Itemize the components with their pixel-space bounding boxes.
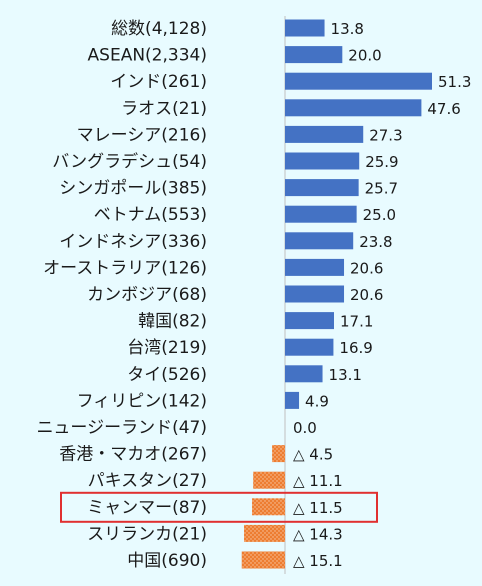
category-label: 中国(690) xyxy=(127,551,207,571)
bar-positive xyxy=(285,152,360,170)
bar-negative xyxy=(272,445,285,463)
bar-positive xyxy=(285,72,432,90)
category-label: マレーシア(216) xyxy=(77,125,207,145)
value-label: △ 15.1 xyxy=(293,552,343,570)
value-label: 0.0 xyxy=(293,419,317,437)
value-label: 4.9 xyxy=(305,392,329,410)
category-label: オーストラリア(126) xyxy=(43,258,207,278)
value-label: 17.1 xyxy=(340,313,373,331)
category-label: バングラデシュ(54) xyxy=(52,151,207,172)
value-label: 51.3 xyxy=(438,73,471,91)
category-label: シンガポール(385) xyxy=(59,179,207,199)
value-label: 27.3 xyxy=(369,126,402,144)
bar-positive xyxy=(285,285,345,303)
value-label: 13.8 xyxy=(331,20,364,38)
category-label: フィリピン(142) xyxy=(77,391,207,411)
bar-negative xyxy=(252,498,285,516)
bar-positive xyxy=(285,46,343,64)
bar-negative xyxy=(241,551,285,569)
value-label: △ 11.1 xyxy=(293,472,343,490)
bar-positive xyxy=(285,179,359,197)
bar-positive xyxy=(285,125,364,143)
bar-negative xyxy=(244,524,285,542)
bar-positive xyxy=(285,99,422,117)
bar-positive xyxy=(285,338,334,356)
value-label: 23.8 xyxy=(359,233,392,251)
category-label: ASEAN(2,334) xyxy=(88,46,207,66)
category-label: 台湾(219) xyxy=(127,338,207,358)
bar-positive xyxy=(285,391,300,409)
bar-negative xyxy=(253,471,285,489)
category-label: インドネシア(336) xyxy=(59,232,207,252)
category-label: タイ(526) xyxy=(127,365,207,385)
value-label: 20.6 xyxy=(350,259,383,277)
value-label: 20.6 xyxy=(350,286,383,304)
value-label: △ 14.3 xyxy=(293,525,343,543)
value-label: 25.9 xyxy=(365,153,398,171)
category-label: インド(261) xyxy=(110,72,207,92)
bar-positive xyxy=(285,232,354,250)
category-label: ラオス(21) xyxy=(121,99,207,119)
category-label: 香港・マカオ(267) xyxy=(59,445,207,465)
value-label: △ 4.5 xyxy=(293,446,333,464)
highlight-box xyxy=(60,491,378,523)
bar-positive xyxy=(285,365,323,383)
category-label: カンボジア(68) xyxy=(87,285,207,305)
value-label: 20.0 xyxy=(348,47,381,65)
bar-positive xyxy=(285,312,334,330)
value-label: 13.1 xyxy=(329,366,362,384)
plot-area: 総数(4,128) 13.8 ASEAN(2,334) 20.0 インド(261) 51.… xyxy=(36,16,471,574)
value-label: △ 11.5 xyxy=(293,499,343,517)
value-label: 25.7 xyxy=(365,180,398,198)
value-label: 25.0 xyxy=(363,206,396,224)
value-label: 47.6 xyxy=(427,100,460,118)
category-label: スリランカ(21) xyxy=(87,524,207,544)
bar-positive xyxy=(285,258,345,276)
category-label: 総数(4,128) xyxy=(111,19,207,39)
category-label: ニュージーランド(47) xyxy=(36,418,207,438)
category-label: 韓国(82) xyxy=(138,312,207,332)
bar-positive xyxy=(285,19,325,37)
category-label: ベトナム(553) xyxy=(94,205,207,225)
category-label: パキスタン(27) xyxy=(88,471,207,491)
bar-positive xyxy=(285,205,357,223)
category-label: ミャンマー(87) xyxy=(87,498,207,518)
value-label: 16.9 xyxy=(339,339,372,357)
